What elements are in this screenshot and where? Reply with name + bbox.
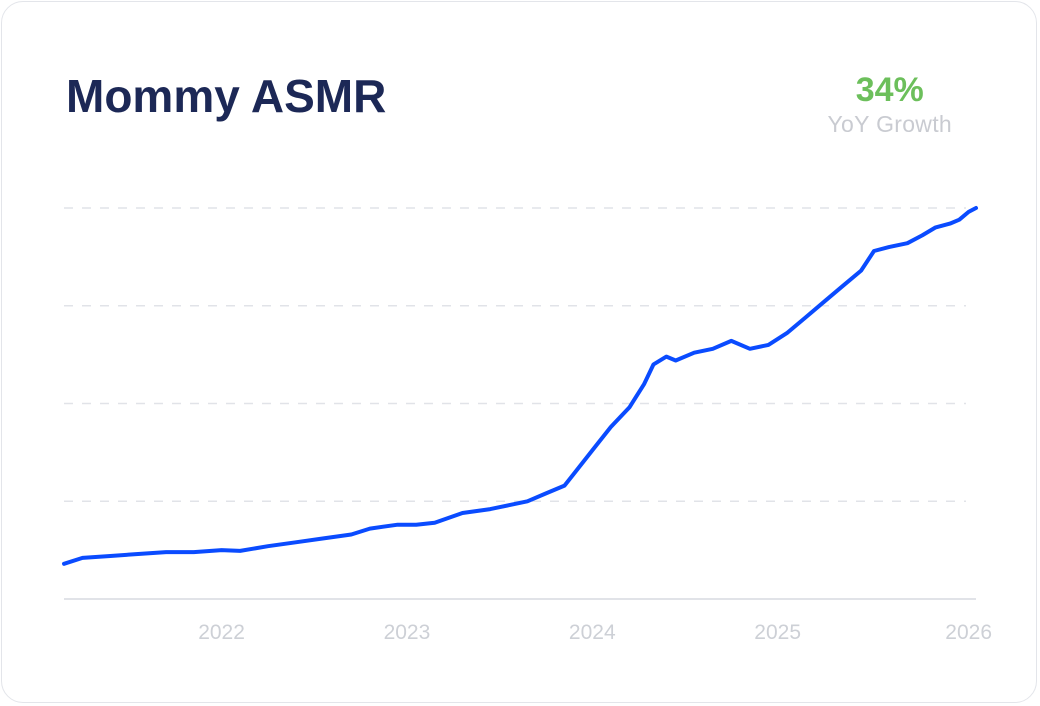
x-tick-label: 2023 (384, 621, 431, 644)
x-tick-label: 2026 (945, 621, 992, 644)
x-tick-label: 2024 (569, 621, 616, 644)
x-tick-labels: 2022 2023 2024 2025 2026 (198, 621, 992, 644)
series-group (62, 206, 978, 566)
series-line-1 (62, 206, 978, 566)
card-title: Mommy ASMR (66, 70, 387, 122)
x-tick-label: 2022 (198, 621, 245, 644)
growth-stat: 34% YoY Growth (828, 70, 952, 138)
x-tick-label: 2025 (754, 621, 801, 644)
growth-value: 34% (855, 71, 924, 109)
gridlines (64, 207, 966, 502)
growth-label: YoY Growth (827, 111, 952, 137)
